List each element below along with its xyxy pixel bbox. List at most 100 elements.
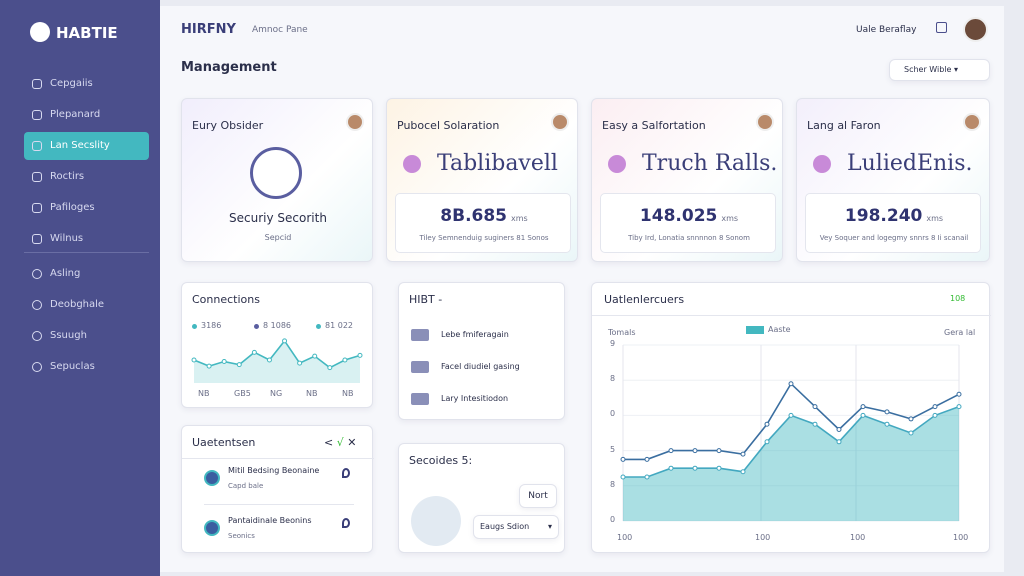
card-title: Lang al Faron — [807, 119, 881, 132]
logo-icon — [30, 22, 50, 42]
point — [644, 474, 650, 480]
big-chart — [620, 344, 962, 522]
avatar[interactable] — [963, 17, 988, 42]
point — [884, 421, 890, 427]
point — [812, 421, 818, 427]
x-tick-label: GB5 — [234, 389, 251, 398]
card-name: Tablibavell — [437, 151, 558, 176]
point — [860, 412, 866, 418]
point — [932, 412, 938, 418]
card-sub: Sepcid — [264, 233, 292, 242]
y2-label: Gera lal — [944, 328, 976, 337]
point — [716, 465, 722, 471]
logo: HABTIE — [56, 24, 118, 42]
list-icon — [204, 470, 220, 486]
y-tick-label: 0 — [610, 515, 616, 524]
list1-card: HIBT - Lebe fmiferagain Facel diudiel gas… — [398, 282, 565, 420]
legend-label: 3186 — [201, 321, 222, 330]
breadcrumb: Amnoc Pane — [252, 25, 308, 35]
y-tick-label: 8 — [610, 479, 616, 489]
point — [191, 357, 197, 363]
point — [884, 409, 890, 415]
nav-item[interactable]: Deobghale — [24, 291, 149, 319]
point — [312, 353, 318, 359]
value: 8B.685 xms — [396, 206, 572, 226]
card-name: Truch Ralls. — [642, 151, 778, 176]
list-name: Mitil Bedsing Beonaine — [228, 466, 320, 475]
x-tick-label: 100 — [953, 533, 969, 542]
list-icon — [411, 393, 429, 405]
nav-item[interactable]: Roctirs — [24, 163, 149, 191]
list-icon — [411, 361, 429, 373]
page-title: Management — [181, 60, 277, 75]
connections-card: Connections 3186 8 1086 81 022 NB GB5 NG NB NB — [181, 282, 373, 408]
nav-item[interactable]: Plepanard — [24, 101, 149, 129]
card-title: Easy a Salfortation — [602, 119, 706, 132]
select[interactable]: Eaugs Sdion ▾ — [473, 515, 559, 539]
dropdown[interactable]: Scher Wible ▾ — [889, 59, 990, 81]
select-label: Eaugs Sdion — [480, 522, 530, 531]
legend-swatch — [746, 326, 764, 334]
sidebar: HABTIE — [0, 0, 160, 576]
user-name[interactable]: Uale Beraflay — [856, 25, 917, 35]
list-sub: Capd bale — [228, 482, 264, 490]
y-label: Tomals — [608, 328, 636, 337]
stat-card: Eury Obsider Securiy Secorith Sepcid — [181, 98, 373, 262]
dropdown-label: Scher Wible — [904, 65, 952, 74]
card-title: HIBT - — [409, 293, 443, 306]
point — [812, 404, 818, 410]
nav-item[interactable]: Lan Secslity — [24, 132, 149, 160]
nav-item[interactable]: Cepgaiis — [24, 70, 149, 98]
card-name: LuliedEnis. — [847, 151, 973, 176]
point — [836, 439, 842, 445]
point — [342, 357, 348, 363]
stat-card: Pubocel Solaration Tablibavell 8B.685 xms Ti… — [386, 98, 578, 262]
x-tick-label: 100 — [755, 533, 771, 542]
point — [327, 365, 333, 371]
nav-item[interactable]: Wilnus — [24, 225, 149, 253]
x-tick-label: NG — [270, 389, 283, 398]
button[interactable]: Nort — [519, 484, 557, 508]
pin — [342, 468, 350, 478]
card-title: Eury Obsider — [192, 119, 264, 132]
point — [836, 426, 842, 432]
y-tick-label: 0 — [610, 409, 616, 419]
list-item: Lary Intesitiodon — [441, 394, 509, 403]
panel-card: Secoides 5: Nort Eaugs Sdion ▾ — [398, 443, 565, 553]
point — [297, 360, 303, 366]
big-chart-card: Uatlenlercuers 108 Aaste Tomals Gera lal… — [591, 282, 991, 553]
value: 198.240 xms — [806, 206, 982, 226]
value-unit: xms — [721, 214, 739, 223]
list-icon — [204, 520, 220, 536]
x-tick-label: NB — [342, 389, 354, 398]
point — [740, 451, 746, 457]
avatar — [346, 113, 364, 131]
point — [740, 469, 746, 475]
notify-icon[interactable] — [936, 22, 947, 33]
x-tick-label: NB — [306, 389, 318, 398]
legend-dot — [254, 324, 259, 329]
point — [956, 404, 962, 410]
x-tick-label: 100 — [617, 533, 633, 542]
value-sub: Tiley Semnenduig suginers 81 Sonos — [419, 234, 549, 242]
avatar — [756, 113, 774, 131]
nav-item[interactable]: Ssuugh — [24, 322, 149, 350]
point — [644, 456, 650, 462]
value-box: 148.025 xms Tiby Ird, Lonatia snnnnon 8 So… — [600, 193, 776, 253]
point — [266, 357, 272, 363]
point — [788, 381, 794, 387]
nav-item[interactable]: Sepuclas — [24, 353, 149, 381]
divider — [204, 504, 354, 505]
list-item: Facel diudiel gasing — [441, 362, 520, 371]
nav-item[interactable]: Asling — [24, 260, 149, 288]
nav-item[interactable]: Pafiloges — [24, 194, 149, 222]
point — [860, 404, 866, 410]
value-unit: xms — [926, 214, 944, 223]
emblem — [250, 147, 302, 199]
legend: Aaste — [768, 325, 791, 334]
icon — [608, 155, 626, 173]
point — [908, 416, 914, 422]
point — [620, 456, 626, 462]
list-icon — [411, 329, 429, 341]
